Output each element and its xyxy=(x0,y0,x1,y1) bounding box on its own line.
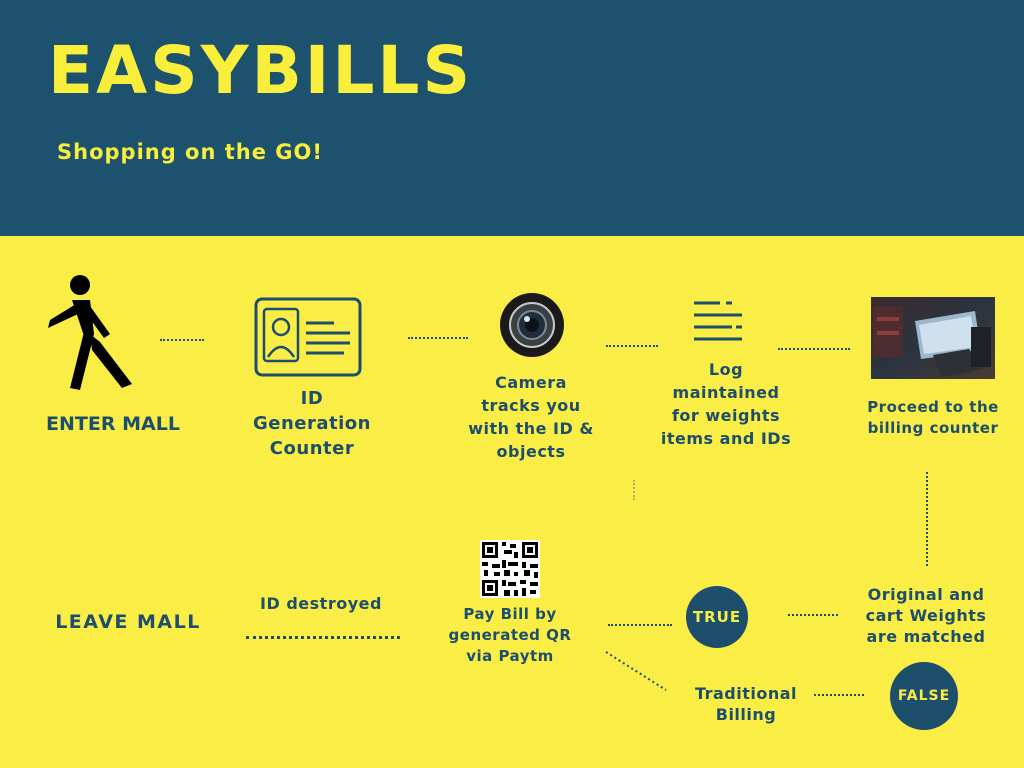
billing-machine-photo xyxy=(871,297,995,379)
walking-person-icon xyxy=(48,275,132,390)
connector-pay-destroyed xyxy=(246,636,400,639)
connector-pay-traditional xyxy=(605,651,667,691)
app-title: EASYBILLS xyxy=(48,32,473,109)
connector-camera-faint xyxy=(633,480,635,500)
connector-camera-log xyxy=(606,345,658,347)
pay-bill-label: Pay Bill by generated QR via Paytm xyxy=(448,605,572,665)
app-subtitle: Shopping on the GO! xyxy=(57,140,323,164)
true-badge: TRUE xyxy=(686,586,748,648)
leave-mall-label: LEAVE MALL xyxy=(55,611,201,633)
false-badge: FALSE xyxy=(890,662,958,730)
connector-weights-true xyxy=(788,614,838,616)
header-banner: EASYBILLS Shopping on the GO! xyxy=(0,0,1024,236)
connector-id-camera xyxy=(408,337,468,339)
connector-false-traditional xyxy=(814,694,864,696)
id-generation-label: ID Generation Counter xyxy=(253,388,371,459)
log-lines-icon xyxy=(694,301,742,341)
connector-true-pay xyxy=(608,624,672,626)
camera-lens-icon xyxy=(500,293,564,357)
connector-billing-weights xyxy=(926,472,928,566)
weights-matched-label: Original and cart Weights are matched xyxy=(865,585,987,646)
id-card-icon xyxy=(254,297,362,377)
traditional-billing-label: Traditional Billing xyxy=(694,684,798,724)
connector-log-billing xyxy=(778,348,850,350)
id-destroyed-label: ID destroyed xyxy=(260,594,382,613)
qr-code-icon xyxy=(480,540,540,598)
enter-mall-label: ENTER MALL xyxy=(46,413,180,435)
connector-enter-id xyxy=(160,339,204,341)
log-label: Log maintained for weights items and IDs xyxy=(660,360,792,448)
camera-label: Camera tracks you with the ID & objects xyxy=(468,373,594,461)
billing-counter-label: Proceed to the billing counter xyxy=(867,398,999,437)
